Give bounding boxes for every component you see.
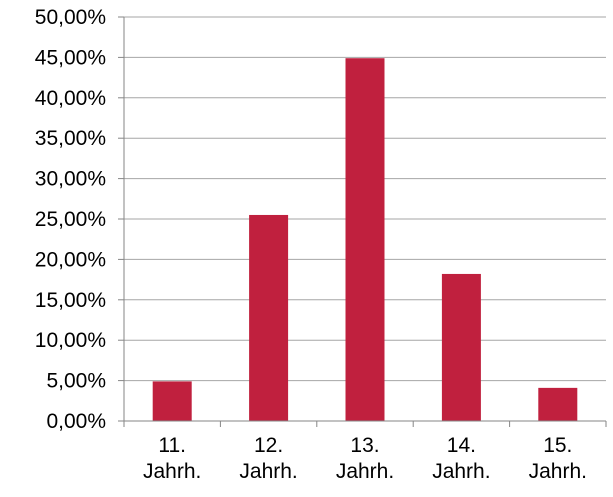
y-tick-label: 35,00% (35, 127, 106, 150)
y-tick-label: 30,00% (35, 168, 106, 191)
x-tick-label: 13. (350, 434, 379, 457)
bar (441, 273, 481, 421)
y-tick-label: 40,00% (35, 87, 106, 110)
y-tick-label: 10,00% (35, 329, 106, 352)
x-tick-label: 11. (158, 434, 186, 457)
x-tick-labels: 11. Jahrh. 12. Jahrh. 13. Jahrh. 14. Jahrh. 15. J… (143, 434, 587, 483)
x-tick-label: Jahrh. (432, 460, 490, 483)
y-tick-label: 45,00% (35, 46, 106, 69)
y-tick-labels: 0,00% 5,00% 10,00% 15,00% 20,00% 25,00% 30,00%… (35, 6, 106, 433)
bars (152, 58, 578, 421)
x-tick-label: Jahrh. (239, 460, 297, 483)
bar (345, 58, 385, 421)
y-tick-label: 50,00% (35, 6, 106, 29)
y-tick-label: 0,00% (46, 410, 106, 433)
y-tick-label: 15,00% (35, 289, 106, 312)
x-tick-label: Jahrh. (143, 460, 201, 483)
axes (118, 16, 607, 427)
x-tick-label: 15. (543, 434, 572, 457)
y-tick-label: 20,00% (35, 248, 106, 271)
bar (538, 387, 578, 421)
x-tick-label: 14. (447, 434, 476, 457)
x-tick-label: 12. (254, 434, 283, 457)
bar (249, 214, 289, 421)
x-tick-label: Jahrh. (336, 460, 394, 483)
y-tick-label: 5,00% (46, 370, 106, 393)
y-tick-label: 25,00% (35, 208, 106, 231)
bar (152, 381, 192, 421)
x-tick-label: Jahrh. (529, 460, 587, 483)
